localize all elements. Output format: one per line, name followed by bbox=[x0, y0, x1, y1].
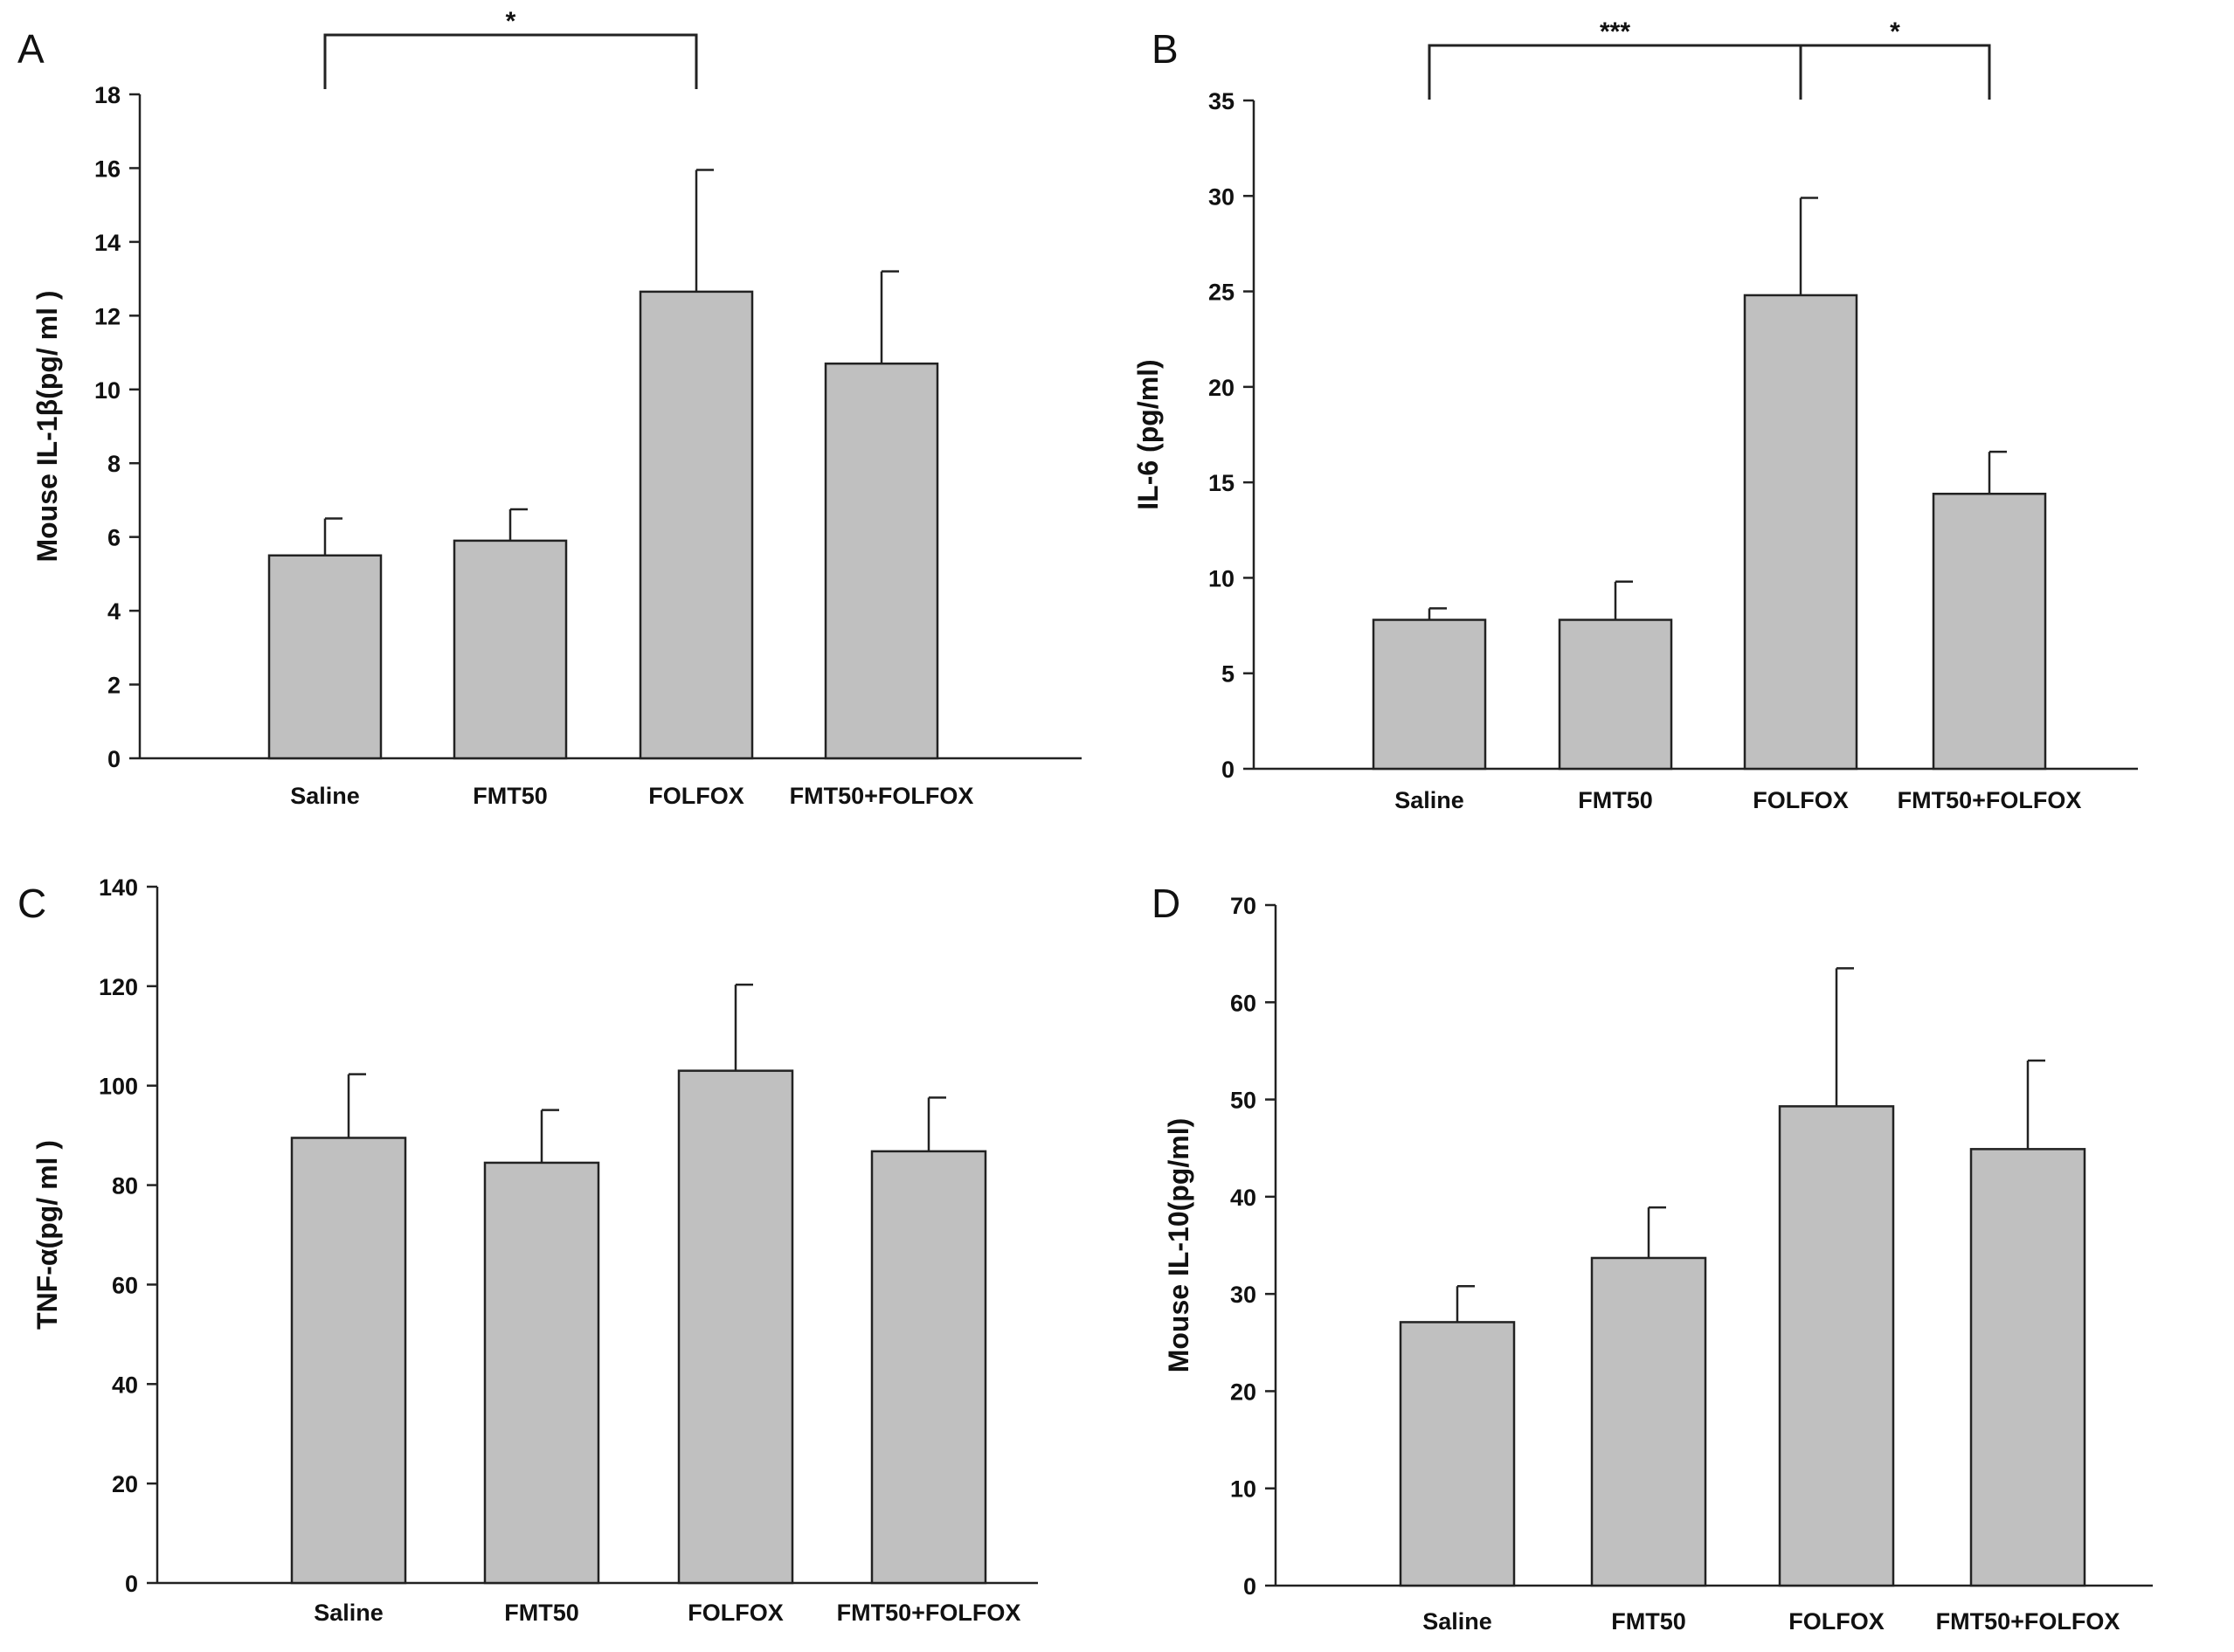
category-label: FMT50 bbox=[1611, 1608, 1686, 1635]
y-tick-label: 70 bbox=[1230, 893, 1256, 919]
bar-fmt50-folfox bbox=[1932, 493, 2047, 771]
category-label: FMT50 bbox=[1578, 787, 1653, 813]
category-label: FMT50 bbox=[473, 783, 548, 809]
bar-folfox bbox=[1743, 294, 1858, 771]
category-label: FMT50+FOLFOX bbox=[1898, 787, 2082, 813]
panel-a: A 0 2 4 6 8 10 12 14 16 18 Mouse IL-1β(pg/ ml ) Sali… bbox=[17, 7, 1082, 809]
y-tick-label: 16 bbox=[94, 156, 121, 182]
category-label: Saline bbox=[1394, 787, 1464, 813]
significance-bracket bbox=[1799, 44, 1991, 100]
bar-folfox bbox=[677, 1069, 794, 1585]
panel-letter: C bbox=[17, 881, 46, 926]
y-tick-label: 6 bbox=[107, 525, 121, 551]
y-tick-label: 80 bbox=[112, 1173, 138, 1199]
y-axis-title: Mouse IL-1β(pg/ ml ) bbox=[31, 290, 63, 562]
category-label: FOLFOX bbox=[1753, 787, 1849, 813]
category-label: FMT50+FOLFOX bbox=[1936, 1608, 2120, 1635]
y-tick-label: 0 bbox=[125, 1571, 138, 1597]
y-tick-label: 14 bbox=[94, 230, 121, 256]
y-tick-label: 35 bbox=[1208, 88, 1235, 114]
y-tick-label: 20 bbox=[1208, 375, 1235, 401]
bar-folfox bbox=[639, 290, 754, 760]
y-tick-label: 10 bbox=[94, 377, 121, 404]
bar-fmt50 bbox=[1558, 619, 1673, 771]
significance-label: * bbox=[1890, 17, 1900, 46]
y-tick-label: 100 bbox=[99, 1074, 138, 1100]
panel-letter: A bbox=[17, 26, 45, 72]
y-tick-label: 60 bbox=[1230, 990, 1256, 1016]
y-axis-title: TNF-α(pg/ ml ) bbox=[31, 1140, 63, 1330]
y-tick-label: 40 bbox=[1230, 1185, 1256, 1211]
y-tick-label: 25 bbox=[1208, 280, 1235, 306]
y-tick-label: 120 bbox=[99, 974, 138, 1000]
y-axis-title: Mouse IL-10(pg/ml) bbox=[1163, 1118, 1194, 1373]
bar-fmt50-folfox bbox=[824, 362, 939, 760]
panel-d: D 0 10 20 30 40 50 60 70 Mouse IL-10(pg/ml) Saline… bbox=[1152, 881, 2153, 1635]
y-tick-label: 10 bbox=[1208, 565, 1235, 591]
category-label: FOLFOX bbox=[1788, 1608, 1885, 1635]
significance-bracket bbox=[323, 33, 698, 89]
y-tick-label: 0 bbox=[1243, 1573, 1256, 1600]
y-tick-label: 30 bbox=[1208, 183, 1235, 210]
y-tick-label: 140 bbox=[99, 874, 138, 901]
bar-saline bbox=[1399, 1321, 1516, 1587]
bar-saline bbox=[1372, 619, 1487, 771]
y-tick-label: 20 bbox=[1230, 1379, 1256, 1405]
bar-fmt50 bbox=[453, 539, 568, 760]
y-axis-title: IL-6 (pg/ml) bbox=[1132, 359, 1164, 509]
bar-fmt50 bbox=[1590, 1256, 1707, 1587]
y-tick-label: 15 bbox=[1208, 470, 1235, 496]
y-tick-label: 4 bbox=[107, 598, 121, 625]
y-tick-label: 60 bbox=[112, 1272, 138, 1298]
category-label: FMT50+FOLFOX bbox=[837, 1600, 1021, 1626]
panel-letter: D bbox=[1152, 881, 1180, 926]
y-tick-label: 0 bbox=[1221, 757, 1235, 783]
y-tick-label: 18 bbox=[94, 82, 121, 108]
y-tick-label: 0 bbox=[107, 746, 121, 772]
bar-fmt50 bbox=[483, 1161, 600, 1585]
panel-c: C 0 20 40 60 80 100 120 140 TNF-α(pg/ ml ) Saline F… bbox=[17, 874, 1038, 1626]
category-label: FMT50 bbox=[504, 1600, 579, 1626]
bar-saline bbox=[290, 1137, 407, 1585]
y-tick-label: 20 bbox=[112, 1471, 138, 1497]
bar-fmt50-folfox bbox=[1969, 1148, 2086, 1587]
panel-letter: B bbox=[1152, 26, 1179, 72]
y-tick-label: 30 bbox=[1230, 1282, 1256, 1308]
significance-label: *** bbox=[1600, 17, 1630, 46]
significance-label: * bbox=[506, 7, 516, 36]
category-label: FOLFOX bbox=[648, 783, 744, 809]
category-label: FMT50+FOLFOX bbox=[790, 783, 974, 809]
bar-fmt50-folfox bbox=[870, 1150, 987, 1585]
y-tick-label: 2 bbox=[107, 673, 121, 699]
bar-folfox bbox=[1778, 1105, 1895, 1587]
category-label: Saline bbox=[290, 783, 360, 809]
y-tick-label: 50 bbox=[1230, 1088, 1256, 1114]
bar-saline bbox=[267, 554, 383, 760]
y-tick-label: 8 bbox=[107, 451, 121, 477]
y-tick-label: 12 bbox=[94, 303, 121, 329]
category-label: Saline bbox=[1422, 1608, 1492, 1635]
y-tick-label: 40 bbox=[112, 1372, 138, 1398]
y-tick-label: 10 bbox=[1230, 1476, 1256, 1503]
category-label: FOLFOX bbox=[688, 1600, 784, 1626]
category-label: Saline bbox=[314, 1600, 384, 1626]
panel-b: B 0 5 10 15 20 25 30 35 IL-6 (pg/ml) Saline FMT50 FO… bbox=[1132, 17, 2138, 813]
y-tick-label: 5 bbox=[1221, 661, 1235, 688]
